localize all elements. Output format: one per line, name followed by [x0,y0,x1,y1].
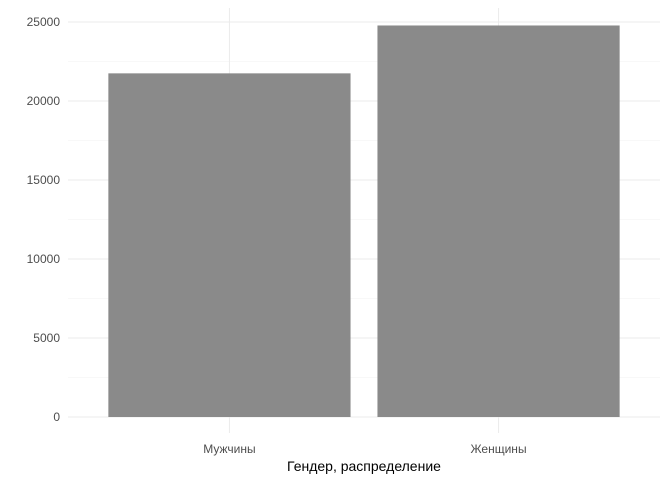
y-tick-label: 20000 [27,94,61,108]
y-tick-label: 25000 [27,15,61,29]
y-axis-tick-labels: 0 5000 10000 15000 20000 25000 [27,15,61,424]
y-tick-label: 0 [53,410,60,424]
x-axis-tick-labels: Мужчины Женщины [203,442,526,456]
bars [108,25,620,417]
x-tick-label: Женщины [471,442,527,456]
x-axis-title: Гендер, распределение [287,458,441,474]
x-tick-label: Мужчины [203,442,255,456]
bar-2 [377,25,620,417]
bar-1 [108,73,351,417]
y-tick-label: 5000 [33,331,60,345]
y-tick-label: 10000 [27,252,61,266]
y-tick-label: 15000 [27,173,61,187]
